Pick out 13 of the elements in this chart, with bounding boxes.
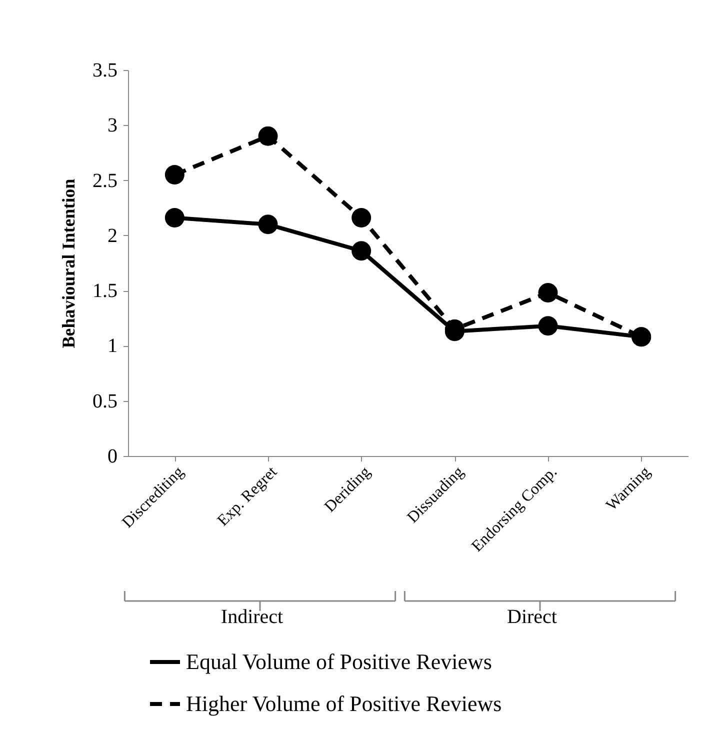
y-tick-label: 1.5 (92, 280, 118, 302)
y-tick-label: 3.5 (92, 60, 118, 82)
y-tick-label: 1 (108, 335, 118, 358)
y-tick-label: 0.5 (92, 390, 118, 412)
legend-label: Higher Volume of Positive Reviews (186, 691, 502, 716)
text: Direct (507, 606, 558, 628)
y-tick-label: 0 (108, 446, 118, 468)
y-tick-label: 2 (108, 224, 118, 247)
y-axis-title: Behavioural Intention (58, 178, 78, 348)
y-tick-label: 3 (108, 114, 118, 137)
y-tick-label: 2.5 (92, 170, 118, 192)
legend-label: Equal Volume of Positive Reviews (186, 649, 492, 674)
text: Indirect (220, 606, 284, 628)
